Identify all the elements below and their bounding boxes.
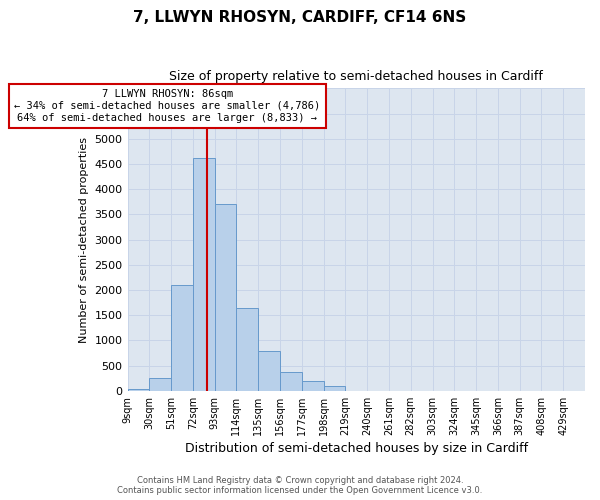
Bar [215, 204, 236, 391]
Bar [302, 382, 323, 391]
Text: 7 LLWYN RHOSYN: 86sqm
← 34% of semi-detached houses are smaller (4,786)
64% of s: 7 LLWYN RHOSYN: 86sqm ← 34% of semi-deta… [14, 90, 320, 122]
X-axis label: Distribution of semi-detached houses by size in Cardiff: Distribution of semi-detached houses by … [185, 442, 528, 455]
Bar [323, 386, 346, 391]
Text: 7, LLWYN RHOSYN, CARDIFF, CF14 6NS: 7, LLWYN RHOSYN, CARDIFF, CF14 6NS [133, 10, 467, 25]
Bar [128, 390, 149, 391]
Bar [280, 372, 302, 391]
Title: Size of property relative to semi-detached houses in Cardiff: Size of property relative to semi-detach… [169, 70, 543, 83]
Bar [258, 351, 280, 391]
Bar [193, 158, 215, 391]
Y-axis label: Number of semi-detached properties: Number of semi-detached properties [79, 136, 89, 342]
Text: Contains HM Land Registry data © Crown copyright and database right 2024.
Contai: Contains HM Land Registry data © Crown c… [118, 476, 482, 495]
Bar [149, 378, 171, 391]
Bar [236, 308, 258, 391]
Bar [171, 285, 193, 391]
